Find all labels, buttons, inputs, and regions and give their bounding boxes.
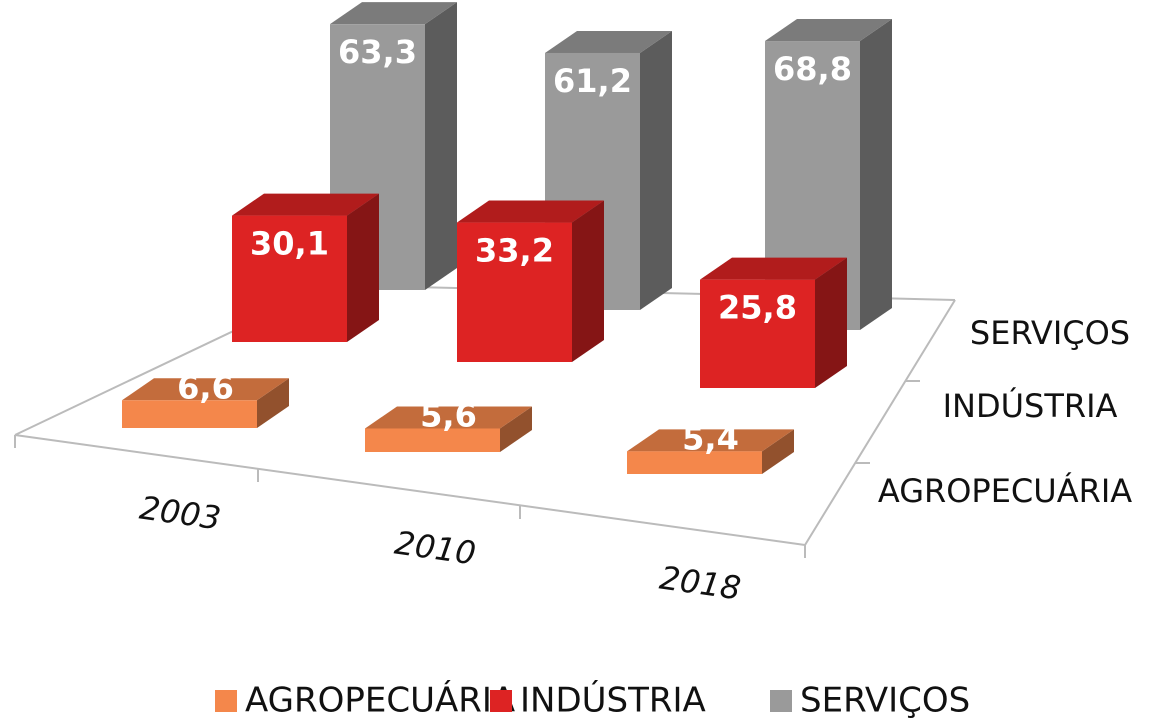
bar-side xyxy=(815,257,847,388)
bar: 63,3 xyxy=(330,2,457,290)
data-label: 63,3 xyxy=(338,33,417,71)
bar-top xyxy=(700,257,847,280)
bar-side xyxy=(640,30,672,311)
bar-top xyxy=(330,2,457,25)
data-label: 33,2 xyxy=(475,232,554,270)
depth-label: SERVIÇOS xyxy=(970,314,1130,352)
bar-top xyxy=(122,378,289,401)
bar-top xyxy=(545,30,672,53)
bar-front xyxy=(122,400,257,428)
depth-label: AGROPECUÁRIA xyxy=(878,472,1132,510)
x-tick-label: 2018 xyxy=(657,559,743,608)
bar: 33,2 xyxy=(457,200,604,362)
bar-side xyxy=(257,378,289,428)
depth-label: INDÚSTRIA xyxy=(943,386,1118,425)
bar-front xyxy=(457,222,572,362)
data-label: 61,2 xyxy=(553,62,632,100)
bar-top xyxy=(457,200,604,223)
bar-side xyxy=(347,193,379,342)
bar-side xyxy=(860,19,892,330)
bar-side xyxy=(425,2,457,290)
bar-top xyxy=(232,193,379,216)
data-label: 68,8 xyxy=(773,50,852,88)
bar: 5,6 xyxy=(365,396,532,452)
bar-top xyxy=(765,19,892,42)
bar-front xyxy=(232,215,347,342)
legend-label: SERVIÇOS xyxy=(800,681,970,721)
data-label: 6,6 xyxy=(177,368,234,406)
bar: 25,8 xyxy=(700,257,847,388)
data-label: 5,6 xyxy=(420,396,477,434)
legend-swatch xyxy=(490,690,512,712)
legend-label: INDÚSTRIA xyxy=(520,680,706,721)
bar-front xyxy=(700,279,815,388)
bar-top xyxy=(627,429,794,452)
data-label: 5,4 xyxy=(682,419,739,457)
bar-front xyxy=(365,428,500,452)
data-label: 30,1 xyxy=(250,225,329,263)
bar-side xyxy=(572,200,604,362)
legend-swatch xyxy=(215,690,237,712)
bar: 5,4 xyxy=(627,419,794,474)
x-tick-label: 2010 xyxy=(392,524,478,573)
legend-swatch xyxy=(770,690,792,712)
bar-top xyxy=(365,406,532,429)
data-label: 25,8 xyxy=(718,289,797,327)
x-tick-label: 2003 xyxy=(137,489,223,538)
bar-side xyxy=(500,406,532,452)
legend-label: AGROPECUÁRIA xyxy=(245,680,515,721)
floor-right-edge xyxy=(804,299,956,546)
bar: 30,1 xyxy=(232,193,379,342)
bar: 6,6 xyxy=(122,368,289,428)
floor-front-edge xyxy=(14,434,806,546)
bar-front xyxy=(627,451,762,474)
bar-side xyxy=(762,429,794,474)
